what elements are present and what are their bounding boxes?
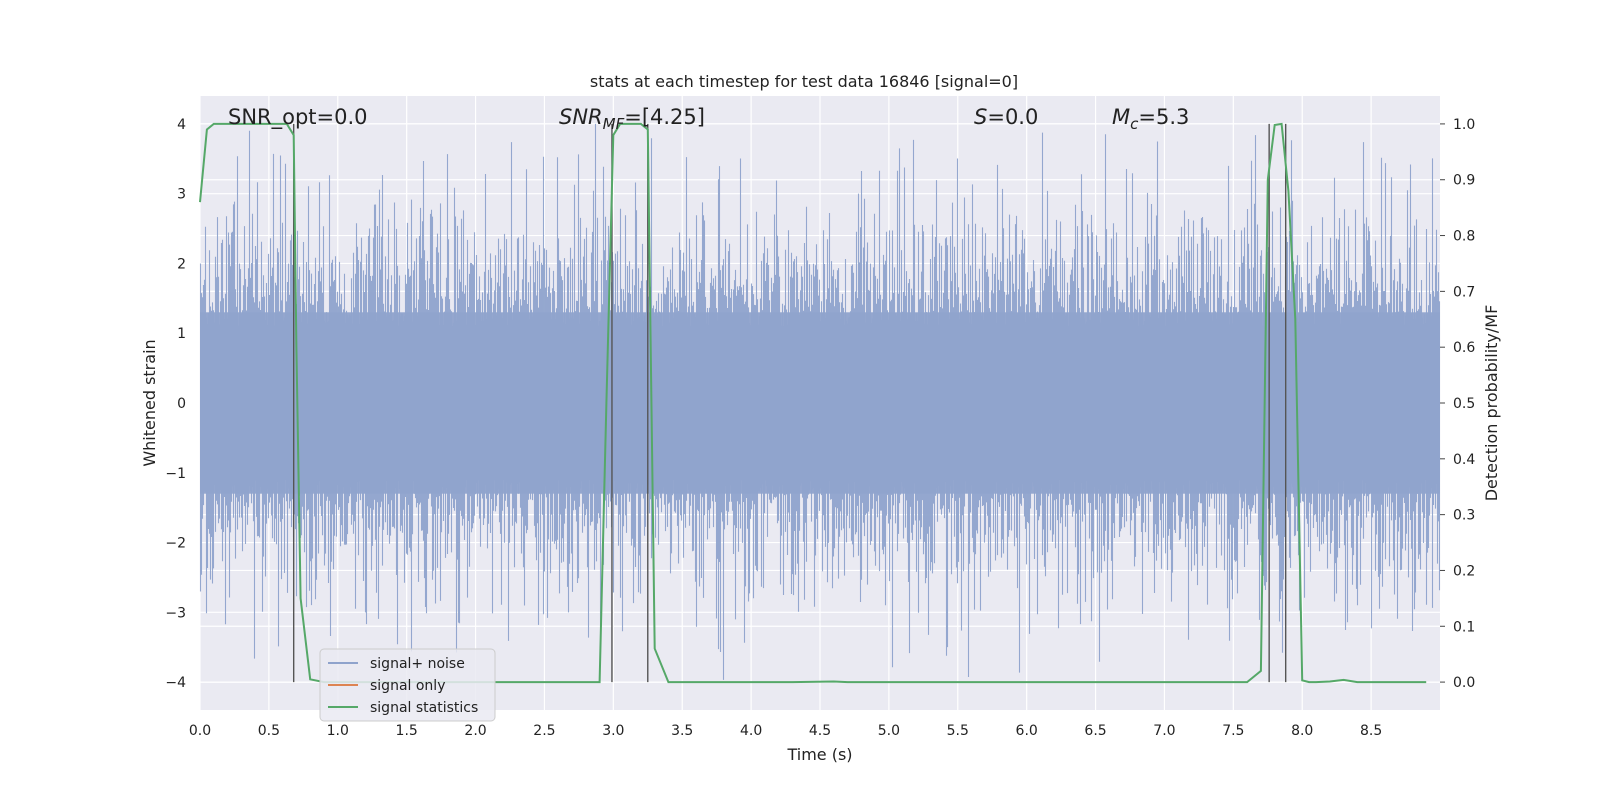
x-tick-label: 7.0 (1153, 723, 1175, 739)
x-tick-label: 3.0 (602, 723, 624, 739)
y2-tick-label: 0.6 (1453, 340, 1475, 356)
y2-tick-label: 0.4 (1453, 452, 1475, 468)
annotation-snr-mf-subscript: MF (603, 115, 625, 133)
x-tick-label: 5.5 (947, 723, 969, 739)
x-axis-label: Time (s) (786, 745, 852, 764)
legend-label-signal-plus-noise: signal+ noise (370, 656, 465, 672)
annotation-s-symbol: S (974, 105, 987, 129)
y-axis-label: Whitened strain (140, 339, 159, 466)
y2-tick-label: 0.7 (1453, 284, 1475, 300)
annotation-mc-value: =5.3 (1138, 105, 1189, 129)
y-tick-label: 0 (177, 396, 186, 412)
annotation-s: S=0.0 (974, 105, 1038, 129)
x-tick-label: 4.5 (809, 723, 831, 739)
x-tick-label: 6.5 (1084, 723, 1106, 739)
y2-tick-label: 0.3 (1453, 508, 1475, 524)
legend-label-signal-only: signal only (370, 678, 445, 694)
x-tick-label: 1.0 (327, 723, 349, 739)
noise-trace (199, 123, 1441, 680)
y-tick-labels: 4 3 2 1 0 −1 −2 −3 −4 (165, 117, 186, 691)
x-tick-label: 8.0 (1291, 723, 1313, 739)
annotation-snr-mf-symbol: SNR (559, 105, 603, 129)
y2-tick-label: 0.8 (1453, 229, 1475, 245)
y-tick-label: −4 (165, 675, 186, 691)
y-tick-label: 1 (177, 326, 186, 342)
y2-tick-label: 0.0 (1453, 675, 1475, 691)
x-tick-label: 5.0 (878, 723, 900, 739)
annotation-snr-mf: SNRMF=[4.25] (559, 105, 705, 133)
y-tick-label: 3 (177, 187, 186, 203)
x-tick-label: 8.5 (1360, 723, 1382, 739)
x-tick-label: 0.5 (258, 723, 280, 739)
signal-statistics-line (199, 122, 1427, 684)
y-tick-label: −1 (165, 466, 186, 482)
y-tick-label: −3 (165, 605, 186, 621)
x-tick-label: 3.5 (671, 723, 693, 739)
annotation-mc-symbol: M (1112, 105, 1130, 129)
annotation-snr-mf-value: =[4.25] (624, 105, 705, 129)
annotation-mc-subscript: c (1130, 115, 1139, 133)
y2-tick-labels: 1.0 0.9 0.8 0.7 0.6 0.5 0.4 0.3 0.2 0.1 0.0 (1440, 117, 1475, 691)
x-tick-label: 7.5 (1222, 723, 1244, 739)
y-tick-label: −2 (165, 536, 186, 552)
chart-title: stats at each timestep for test data 168… (590, 72, 1018, 91)
x-tick-label: 2.5 (533, 723, 555, 739)
x-tick-labels: 0.0 0.5 1.0 1.5 2.0 2.5 3.0 3.5 4.0 4.5 5.0 5.5 6.0 6… (189, 723, 1382, 739)
y-tick-label: 4 (177, 117, 186, 133)
y2-tick-label: 1.0 (1453, 117, 1475, 133)
x-tick-label: 2.0 (464, 723, 486, 739)
x-tick-label: 0.0 (189, 723, 211, 739)
x-tick-label: 1.5 (396, 723, 418, 739)
y2-tick-label: 0.5 (1453, 396, 1475, 412)
y2-tick-label: 0.1 (1453, 619, 1475, 635)
legend-box (319, 648, 496, 722)
y2-tick-label: 0.9 (1453, 173, 1475, 189)
x-tick-label: 6.0 (1016, 723, 1038, 739)
series-signal-plus-noise (199, 123, 1441, 680)
annotation-snr-opt: SNR_opt=0.0 (228, 105, 368, 130)
annotation-s-value: =0.0 (987, 105, 1038, 129)
annotation-mc: Mc=5.3 (1112, 105, 1189, 133)
series-signal-statistics (199, 122, 1427, 684)
x-tick-label: 4.0 (740, 723, 762, 739)
y2-axis-label: Detection probability/MF (1482, 305, 1501, 502)
legend-label-signal-statistics: signal statistics (370, 700, 478, 716)
y-tick-label: 2 (177, 256, 186, 272)
legend: signal+ noise signal only signal statist… (319, 648, 496, 722)
y2-tick-label: 0.2 (1453, 563, 1475, 579)
